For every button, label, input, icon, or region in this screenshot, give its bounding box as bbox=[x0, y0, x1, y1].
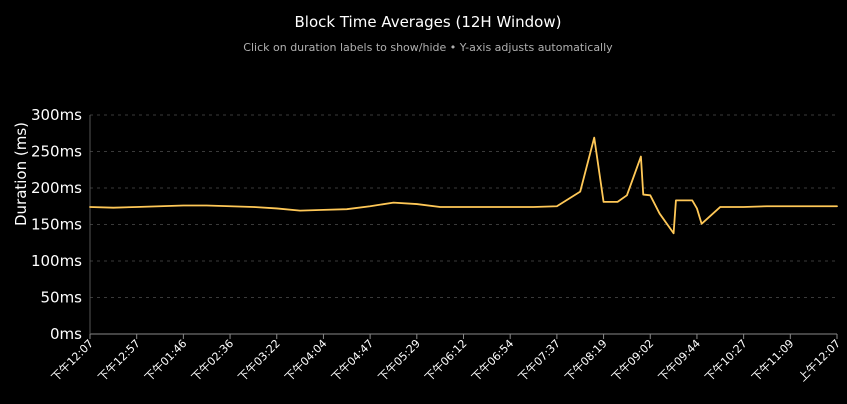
y-tick-label[interactable]: 0ms bbox=[50, 325, 82, 343]
x-tick-label: 下午04:04 bbox=[282, 337, 329, 384]
y-tick-label[interactable]: 100ms bbox=[31, 252, 82, 270]
x-tick-label: 下午06:54 bbox=[469, 337, 516, 384]
x-tick-label: 下午12:57 bbox=[96, 337, 143, 384]
y-tick-label[interactable]: 200ms bbox=[31, 179, 82, 197]
chart-subtitle: Click on duration labels to show/hide • … bbox=[243, 41, 613, 54]
x-tick-label: 下午07:37 bbox=[516, 337, 563, 384]
x-tick-label: 下午09:02 bbox=[609, 337, 656, 384]
x-tick-label: 下午08:19 bbox=[563, 337, 610, 384]
x-tick-label: 下午12:07 bbox=[49, 337, 96, 384]
x-tick-label: 下午09:44 bbox=[656, 337, 703, 384]
y-tick-label[interactable]: 50ms bbox=[40, 289, 82, 307]
axes-layer bbox=[89, 115, 838, 339]
x-tick-label: 下午11:09 bbox=[749, 337, 796, 384]
x-tick-labels: 下午12:07 下午12:57 下午01:46 下午02:36 下午03:22 下午04:… bbox=[49, 337, 843, 384]
x-tick-label: 下午03:22 bbox=[236, 337, 283, 384]
y-tick-labels[interactable]: 0ms 50ms 100ms 150ms 200ms 250ms 300ms bbox=[31, 106, 82, 343]
y-axis-label: Duration (ms) bbox=[12, 122, 30, 226]
x-tick-label: 上午12:07 bbox=[796, 337, 843, 384]
x-tick-label: 下午04:47 bbox=[329, 337, 376, 384]
x-tick-label: 下午05:29 bbox=[376, 337, 423, 384]
chart-title: Block Time Averages (12H Window) bbox=[295, 13, 562, 31]
y-tick-label[interactable]: 150ms bbox=[31, 216, 82, 234]
x-tick-label: 下午10:27 bbox=[703, 337, 750, 384]
series-line bbox=[89, 136, 838, 235]
series-layer bbox=[89, 136, 838, 235]
y-tick-label[interactable]: 300ms bbox=[31, 106, 82, 124]
x-tick-label: 下午06:12 bbox=[422, 337, 469, 384]
grid-layer bbox=[90, 114, 837, 298]
x-tick-label: 下午02:36 bbox=[189, 337, 236, 384]
x-tick-label: 下午01:46 bbox=[142, 337, 189, 384]
y-tick-label[interactable]: 250ms bbox=[31, 143, 82, 161]
